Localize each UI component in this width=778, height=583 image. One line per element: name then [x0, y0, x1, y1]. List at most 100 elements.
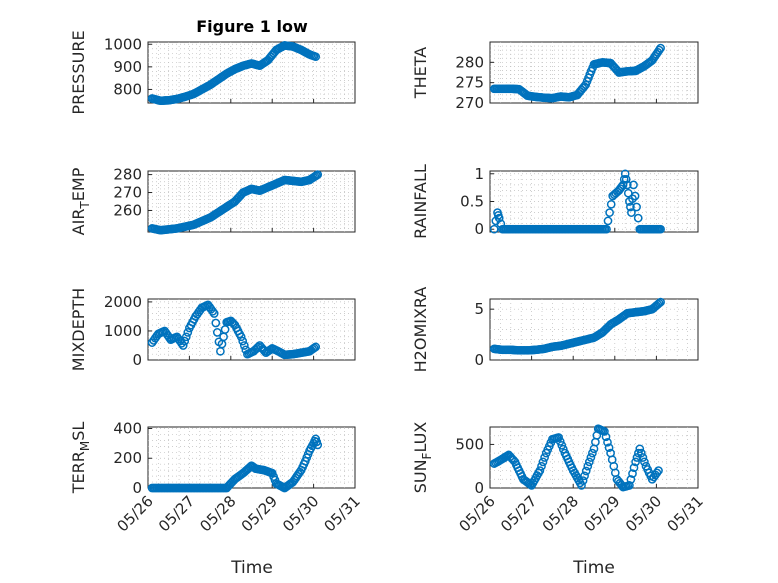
y-label-subscript: T: [78, 201, 92, 210]
x-tick-label: 05/29: [238, 492, 281, 535]
data-point: [626, 475, 636, 484]
data-point: [632, 202, 641, 212]
y-tick-label: 1: [474, 165, 484, 183]
data-point: [633, 213, 643, 223]
y-tick-label: 275: [455, 74, 484, 92]
x-tick-label: 05/27: [155, 492, 198, 535]
y-label-part: SUN: [411, 459, 430, 493]
y-tick-label: 800: [113, 80, 142, 98]
data-point: [617, 182, 627, 192]
data-point: [622, 180, 632, 190]
y-axis-label: H2OMIXRA: [411, 287, 430, 373]
data-point: [537, 461, 546, 471]
data-point: [626, 202, 635, 212]
data-point: [605, 208, 614, 217]
data-point: [583, 461, 593, 471]
subplot-6: 0 5 H2OMIXRA: [411, 287, 699, 373]
data-point: [209, 309, 219, 318]
y-tick-label: 0: [132, 351, 142, 369]
subplot-4: 0 0.5 1 RAINFALL: [411, 164, 699, 239]
data-point: [253, 342, 263, 352]
axes-box: [147, 426, 356, 489]
data-point: [580, 471, 589, 481]
y-tick-label: 280: [455, 53, 484, 71]
y-tick-label: 200: [113, 449, 142, 467]
x-tick-label: 05/30: [279, 492, 322, 535]
x-tick-label: 05/28: [539, 492, 582, 535]
y-axis-label: SUNFLUX: [411, 422, 434, 494]
x-tick-label: 05/28: [196, 492, 239, 535]
data-point: [654, 466, 663, 475]
data-point: [629, 463, 639, 473]
data-point: [602, 224, 611, 234]
data-point: [656, 43, 665, 53]
data-point: [183, 328, 193, 337]
y-tick-label: 400: [113, 419, 142, 437]
data-point: [538, 457, 548, 467]
data-point: [628, 194, 637, 204]
y-tick-label: 1000: [104, 35, 142, 53]
data-point: [629, 180, 638, 190]
data-point: [603, 437, 612, 447]
data-point: [494, 213, 504, 223]
data-point: [632, 453, 642, 462]
data-point: [600, 427, 609, 436]
data-point: [535, 466, 545, 475]
y-axis-label: THETA: [411, 47, 430, 99]
subplot-2: 270 275 280 THETA: [411, 41, 699, 112]
data-point: [558, 444, 568, 454]
data-point: [577, 481, 586, 490]
data-point: [652, 468, 662, 478]
y-axis-label: PRESSURE: [69, 30, 88, 114]
figure-title: Figure 1 low: [196, 17, 308, 36]
data-point: [212, 328, 222, 337]
data-point: [634, 448, 643, 458]
x-tick-label: 05/29: [580, 492, 623, 535]
data-point: [620, 169, 630, 179]
axes-box: [147, 170, 356, 233]
x-tick-label: 05/27: [497, 492, 540, 535]
y-label-subscript: M: [78, 441, 92, 451]
data-point: [603, 216, 613, 226]
data-point: [311, 52, 321, 62]
y-tick-label: 270: [455, 94, 484, 112]
data-point: [489, 224, 499, 234]
data-point: [621, 174, 631, 184]
x-axis-label-left: Time: [230, 558, 273, 578]
x-tick-label: 05/31: [321, 492, 364, 535]
data-point: [236, 332, 246, 342]
data-point: [627, 208, 636, 217]
y-label-part: AIR: [69, 209, 88, 236]
data-point: [239, 341, 249, 350]
y-label-part: TERR: [69, 451, 88, 494]
x-tick-label: 05/26: [456, 492, 499, 535]
data-point: [578, 476, 588, 485]
x-axis-label-right: Time: [572, 558, 615, 578]
y-axis-label: TERRMSL: [69, 422, 92, 495]
data-point: [636, 448, 646, 458]
data-point: [654, 298, 664, 308]
y-label-part: SL: [69, 422, 88, 441]
y-tick-label: 0: [132, 479, 142, 497]
y-axis-label: MIXDEPTH: [69, 288, 88, 371]
subplot-1: 800 900 1000 PRESSURE: [69, 30, 356, 115]
data-point: [628, 469, 637, 478]
y-label-subscript: F: [420, 452, 434, 459]
data-point: [581, 466, 591, 476]
subplot-5: 0 1000 2000 MIXDEPTH: [69, 288, 356, 371]
data-point: [606, 199, 616, 209]
y-label-part: EMP: [69, 167, 88, 201]
data-point: [588, 448, 597, 458]
y-axis-label: RAINFALL: [411, 164, 430, 239]
y-tick-label: 260: [113, 201, 142, 219]
data-point: [540, 453, 549, 462]
data-point: [586, 453, 596, 462]
y-tick-label: 1000: [104, 322, 142, 340]
data-point: [554, 433, 563, 442]
y-tick-label: 0: [474, 220, 484, 238]
